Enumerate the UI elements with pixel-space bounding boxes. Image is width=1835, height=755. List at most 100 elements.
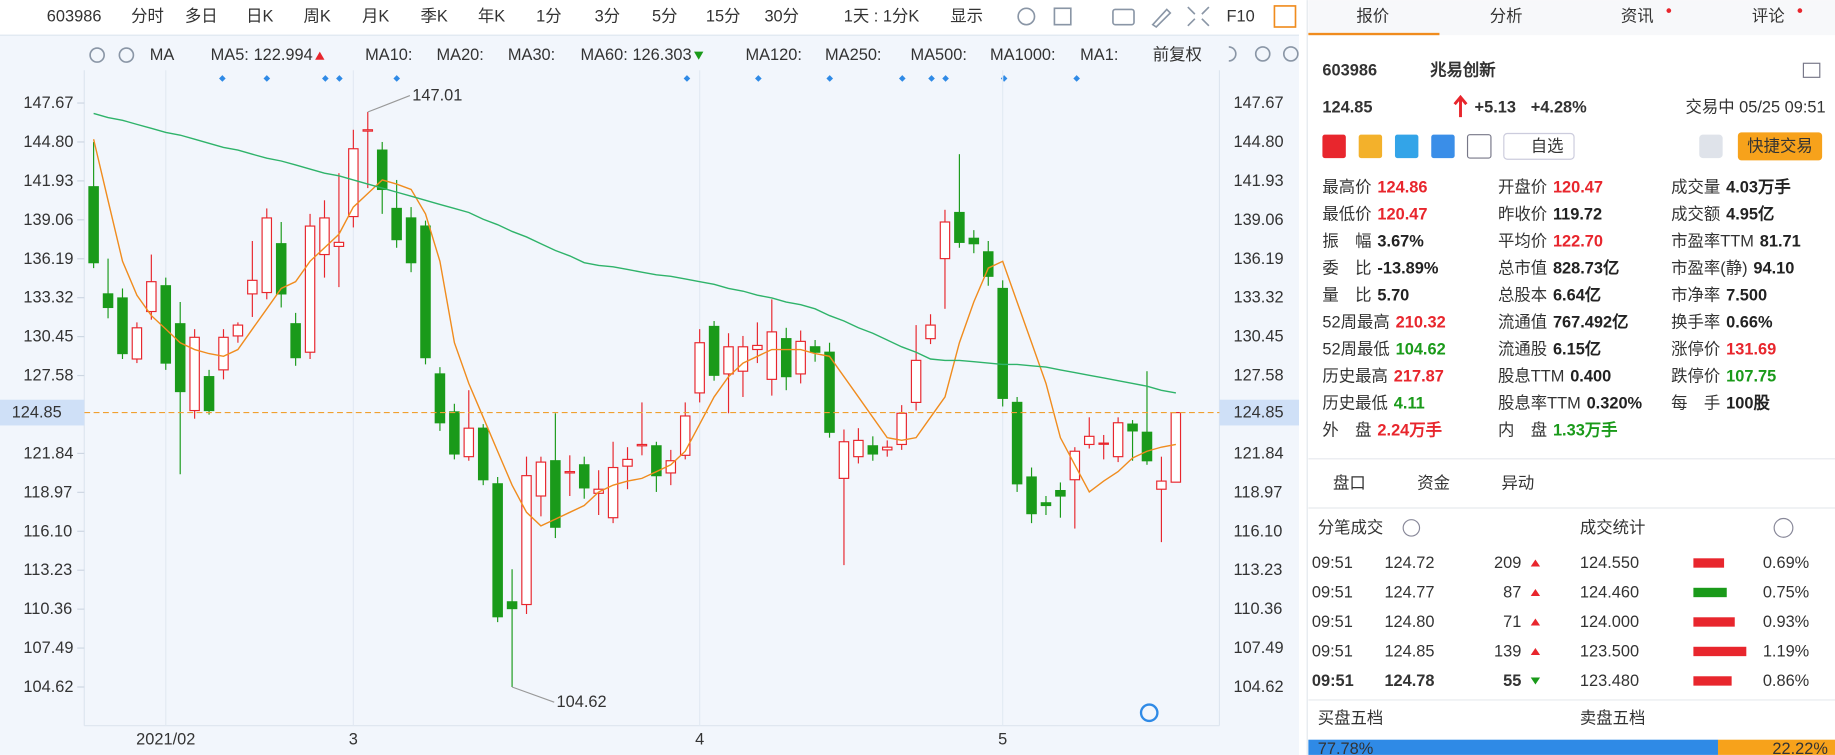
ma-label: MA1: [1080, 46, 1118, 64]
bid-ratio-label: 77.78% [1318, 740, 1374, 755]
panel-tab[interactable]: 报价 [1356, 7, 1389, 25]
tag-icon [1431, 134, 1455, 159]
stat-value: 94.10 [1753, 259, 1794, 277]
display-select[interactable]: 显示 [950, 7, 983, 25]
ma-legend-item: MA60: 126.303 [580, 46, 691, 64]
ma-close-icon[interactable] [118, 47, 135, 63]
ma-trend [694, 51, 704, 60]
stat-label: 52周最高 [1322, 313, 1389, 331]
sub-tab[interactable]: 盘口 [1333, 473, 1366, 492]
trade-button[interactable] [1737, 132, 1823, 161]
zoom-in-icon[interactable] [1282, 46, 1299, 62]
candle-body [521, 475, 532, 606]
trade-time: 09:51 [1312, 583, 1353, 601]
dist-bar [1693, 617, 1735, 627]
stat-value: 4.03万手 [1726, 177, 1791, 196]
period-tab[interactable]: 周K [303, 7, 330, 25]
panel-code: 603986 [1322, 61, 1377, 79]
period-tab[interactable]: 年K [478, 7, 505, 25]
fullscreen-icon[interactable] [1187, 6, 1210, 27]
panel-tab[interactable]: 资讯 [1621, 7, 1654, 25]
period-tab[interactable]: 月K [362, 7, 389, 25]
candle-body [1040, 502, 1052, 507]
candle-body [420, 225, 431, 359]
reset-icon[interactable] [1228, 46, 1237, 62]
stat-value: 6.15亿 [1553, 340, 1601, 359]
panel-change: +5.13 [1475, 99, 1516, 117]
y-tick-label-right: 121.84 [1233, 444, 1283, 462]
zoom-out-icon[interactable] [1254, 46, 1271, 62]
interval-select[interactable]: 1天 : 1分K [844, 7, 920, 25]
stat-item: 换手率 0.66% [1671, 313, 1773, 331]
y-tick-label: 141.93 [23, 172, 73, 190]
period-tab[interactable]: 日K [246, 7, 273, 25]
ma-label: MA250: [825, 46, 881, 64]
candle-body [694, 342, 705, 394]
candle-body [1083, 435, 1095, 446]
trade-volume: 71 [1503, 613, 1521, 631]
watch-button[interactable] [1503, 132, 1575, 160]
y-tick-label: 107.49 [23, 639, 73, 657]
stat-value: 2.24万手 [1377, 421, 1442, 440]
trade-volume: 87 [1503, 583, 1521, 601]
candle-body [1127, 423, 1138, 432]
dist-price: 124.000 [1580, 613, 1639, 631]
box-icon[interactable] [1053, 7, 1072, 26]
stat-value: 81.71 [1760, 232, 1801, 250]
stat-value: 107.75 [1726, 368, 1776, 386]
dist-share: 0.75% [1763, 583, 1809, 601]
ma-legend-item: MA20: [437, 46, 484, 64]
stat-label: 总股本 [1498, 286, 1547, 304]
stat-item: 流通股 6.15亿 [1498, 340, 1601, 359]
trade-label[interactable]: 快捷交易 [1747, 137, 1813, 155]
period-tab[interactable]: 多日 [185, 7, 218, 25]
ma-label: MA1000: [990, 46, 1056, 64]
layout-icon[interactable] [1273, 5, 1297, 28]
ma-line [92, 139, 1177, 527]
period-tab[interactable]: 30分 [764, 7, 799, 25]
ma-label: MA500: [910, 46, 966, 64]
y-tick-label-right: 116.10 [1233, 522, 1282, 540]
period-tab[interactable]: 15分 [706, 7, 741, 25]
period-tab[interactable]: 分时 [131, 7, 164, 25]
f10-button[interactable]: F10 [1226, 7, 1254, 25]
stat-item: 市盈率TTM 81.71 [1671, 232, 1801, 250]
candle-body [982, 251, 994, 277]
stat-item: 委 比 -13.89% [1322, 259, 1438, 277]
dist-title: 成交统计 [1580, 519, 1646, 537]
locate-icon[interactable] [1139, 703, 1159, 723]
adjust-select[interactable]: 前复权 [1153, 46, 1202, 64]
help-icon[interactable] [1402, 519, 1421, 537]
stock-code: 603986 [47, 7, 102, 25]
stat-item: 市盈率(静) 94.10 [1671, 259, 1794, 277]
period-tab[interactable]: 3分 [595, 7, 620, 25]
trade-price: 124.77 [1384, 583, 1434, 601]
stat-item: 昨收价 119.72 [1498, 205, 1602, 223]
pen-icon[interactable] [1151, 8, 1172, 29]
stat-item: 最高价 124.86 [1322, 178, 1427, 196]
period-tab[interactable]: 5分 [652, 7, 677, 25]
x-tick-label: 4 [695, 731, 704, 749]
panel-tab[interactable]: 分析 [1490, 7, 1523, 25]
period-tab[interactable]: 1分 [536, 7, 561, 25]
ma-settings-icon[interactable] [89, 47, 105, 63]
stat-item: 股息率TTM 0.320% [1498, 395, 1643, 413]
watch-label[interactable]: 自选 [1531, 137, 1564, 155]
camera-icon[interactable] [1112, 8, 1135, 26]
menu-icon[interactable] [1802, 62, 1821, 78]
settings-icon[interactable] [1017, 7, 1036, 26]
y-tick-label-right: 130.45 [1233, 328, 1283, 346]
candle-body [564, 471, 576, 474]
sub-tab[interactable]: 异动 [1501, 474, 1534, 492]
panel-tab[interactable]: 评论 [1752, 7, 1785, 25]
bell-icon[interactable] [1699, 134, 1723, 159]
period-tab[interactable]: 季K [421, 7, 448, 25]
more-icon[interactable] [1773, 517, 1794, 538]
stat-item: 开盘价 120.47 [1498, 177, 1603, 196]
high-leader [367, 95, 411, 113]
dist-bar [1693, 646, 1747, 657]
stat-label: 总市值 [1498, 259, 1547, 277]
y-tick-label: 133.32 [23, 289, 73, 307]
sub-tab[interactable]: 资金 [1417, 474, 1450, 492]
y-tick-label: 136.19 [23, 250, 73, 268]
